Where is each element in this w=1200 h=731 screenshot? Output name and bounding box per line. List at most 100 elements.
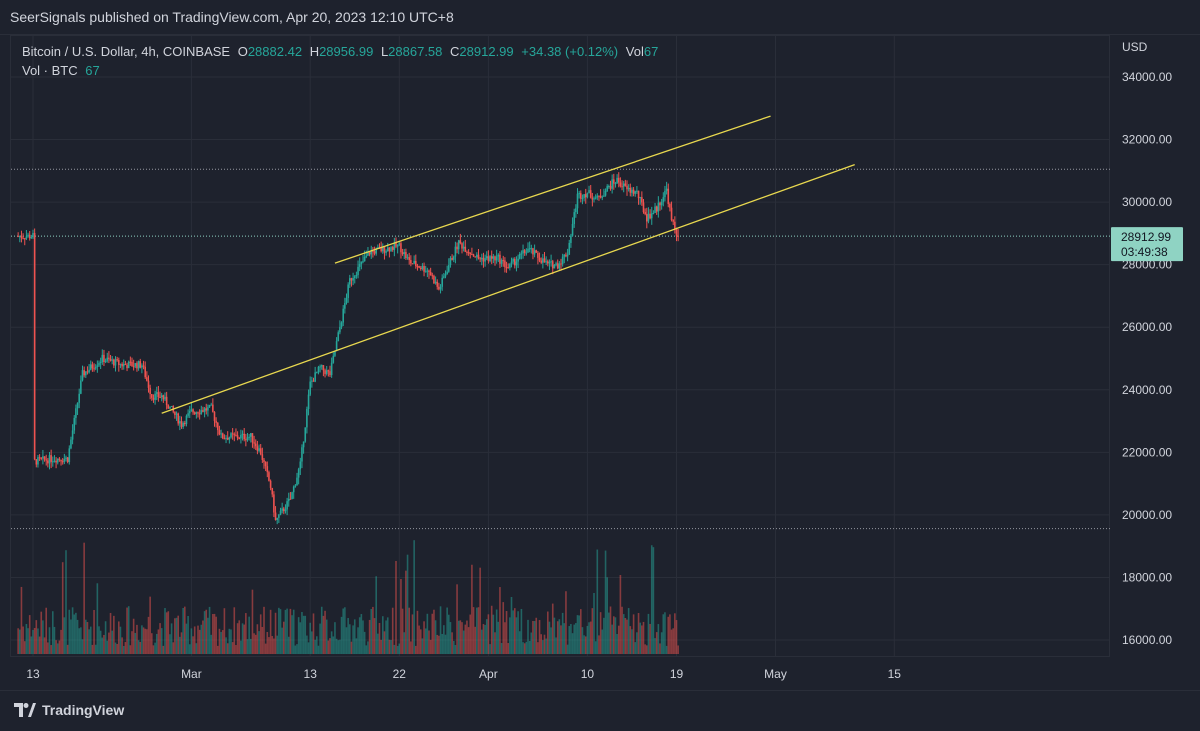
candle-body [114,359,117,366]
candle-body [73,417,76,431]
candle-body [287,498,290,502]
volume-bar [225,637,227,654]
volume-bar [591,608,594,654]
legend-vol-btc-label: Vol · BTC [22,63,78,78]
candle-body [421,265,424,269]
chart-pane[interactable] [10,35,1110,657]
volume-bar [63,617,66,654]
candle-body [650,213,653,219]
candle-body [484,258,486,262]
volume-bar [443,625,445,654]
volume-bar [518,631,521,654]
channel-upper [334,115,771,264]
volume-bar [197,625,199,654]
time-tick-label: 10 [581,667,595,681]
volume-bar [296,644,298,654]
candle-body [634,191,637,194]
candle-body [629,187,632,193]
volume-bar [141,625,143,654]
volume-bar [644,644,646,654]
volume-bar [316,636,318,654]
candle-body [525,252,528,254]
candle-body [441,277,443,287]
volume-bar [614,617,617,654]
volume-bar [641,625,643,654]
candle-body [317,366,320,373]
volume-bar [596,549,599,654]
candle-body [419,267,422,269]
volume-bar [114,642,117,654]
candle-body [611,179,613,189]
candle-body [365,255,368,257]
volume-bar [25,623,28,654]
volume-bar [258,631,260,654]
footer-bar [0,690,1200,731]
volume-bar [184,606,186,654]
volume-bar [424,628,427,654]
candle-body [27,234,29,237]
candle-body [91,364,94,369]
candle-body [646,214,648,222]
legend-row-volume: Vol · BTC 67 [22,61,658,80]
candle-body [637,190,640,199]
candle-body [233,434,236,436]
volume-bar [245,613,247,654]
volume-bar [37,628,39,654]
volume-bar [299,622,302,654]
volume-bar [589,621,592,654]
volume-bar [322,615,325,654]
volume-bar [382,616,384,654]
candle-body [142,365,145,367]
candle-body [108,357,110,359]
candle-body [134,363,137,367]
candle-body [481,257,483,260]
price-tick-label: 32000.00 [1122,133,1172,147]
candle-body [655,206,658,212]
candle-body [423,265,425,272]
candle-body [576,193,579,209]
publish-header: SeerSignals published on TradingView.com… [0,0,1200,35]
volume-bar [352,625,354,654]
candle-body [619,182,622,187]
volume-bar [576,615,579,654]
volume-bar [484,624,486,654]
candle-body [476,254,478,258]
volume-bar [89,626,92,654]
candle-body [221,433,224,439]
volume-bar [99,630,102,654]
candle-body [584,194,587,198]
candle-body [352,278,354,281]
candle-body [304,427,307,442]
legend-high-label: H [309,44,320,59]
tradingview-logo[interactable]: TradingView [14,702,124,718]
volume-bar [68,609,71,654]
volume-bar [434,620,437,654]
candle-body [238,437,241,439]
candle-body [329,371,331,376]
candle-body [116,359,118,361]
candle-body [411,263,414,265]
volume-bar [314,639,316,654]
volume-bar [492,614,495,654]
volume-bar [304,615,307,654]
candle-body [556,263,559,269]
candle-body [497,254,500,257]
candle-body [71,430,74,440]
candle-body [312,380,315,382]
volume-bar [147,616,150,654]
volume-bar [627,608,630,654]
candle-body [372,250,374,252]
candle-body [124,364,127,366]
candle-body [347,284,349,298]
candle-body [675,228,678,236]
volume-bar [459,620,462,654]
candle-body [606,186,608,192]
candle-body [512,259,514,262]
volume-bar [474,626,476,654]
legend-close-label: C [450,44,460,59]
candle-body [169,406,171,409]
volume-bar [599,612,602,654]
candle-body [50,455,52,462]
candle-body [220,433,222,435]
